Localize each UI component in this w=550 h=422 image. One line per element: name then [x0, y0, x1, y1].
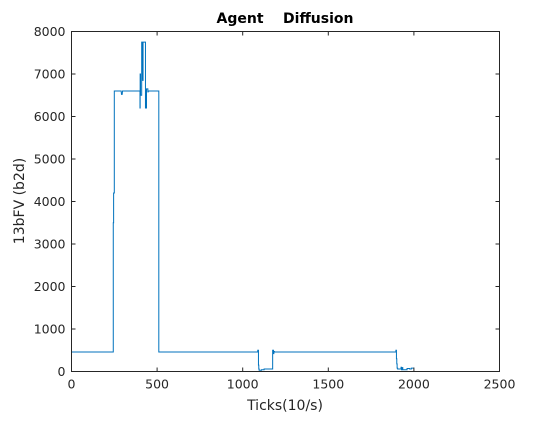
y-tick-label: 7000 [34, 67, 66, 82]
x-tick-label: 2500 [484, 377, 516, 392]
x-tick-label: 2000 [398, 377, 430, 392]
series-line [71, 41, 414, 371]
tick-layer: 0 500 1000 1500 2000 2500 0 1000 2000 3000 4000 500… [34, 24, 516, 392]
y-tick-label: 0 [58, 364, 66, 379]
x-tick-label: 1500 [312, 377, 344, 392]
y-tick-label: 4000 [34, 194, 66, 209]
y-tick-label: 1000 [34, 322, 66, 337]
chart-title: Agent Diffusion [217, 11, 354, 27]
y-tick-label: 8000 [34, 24, 66, 39]
x-tick-label: 500 [145, 377, 169, 392]
y-tick-label: 3000 [34, 237, 66, 252]
y-axis-title: 13bFV (b2d) [12, 158, 28, 244]
plot-frame [71, 31, 500, 372]
x-tick-label: 0 [68, 377, 76, 392]
y-tick-label: 5000 [34, 152, 66, 167]
y-tick-label: 6000 [34, 109, 66, 124]
x-tick-label: 1000 [227, 377, 259, 392]
y-tick-label: 2000 [34, 279, 66, 294]
x-axis-title: Ticks(10/s) [246, 398, 323, 414]
series-layer [71, 41, 414, 371]
